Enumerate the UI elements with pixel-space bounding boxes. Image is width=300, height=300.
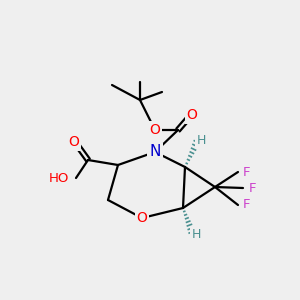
Text: HO: HO	[49, 172, 69, 184]
Text: F: F	[243, 199, 250, 212]
Text: O: O	[187, 108, 197, 122]
Text: H: H	[191, 227, 201, 241]
Text: O: O	[136, 211, 147, 225]
Text: H: H	[196, 134, 206, 146]
Text: F: F	[249, 182, 256, 194]
Text: O: O	[150, 123, 160, 137]
Text: F: F	[243, 166, 250, 178]
Text: N: N	[149, 145, 161, 160]
Text: O: O	[69, 135, 80, 149]
